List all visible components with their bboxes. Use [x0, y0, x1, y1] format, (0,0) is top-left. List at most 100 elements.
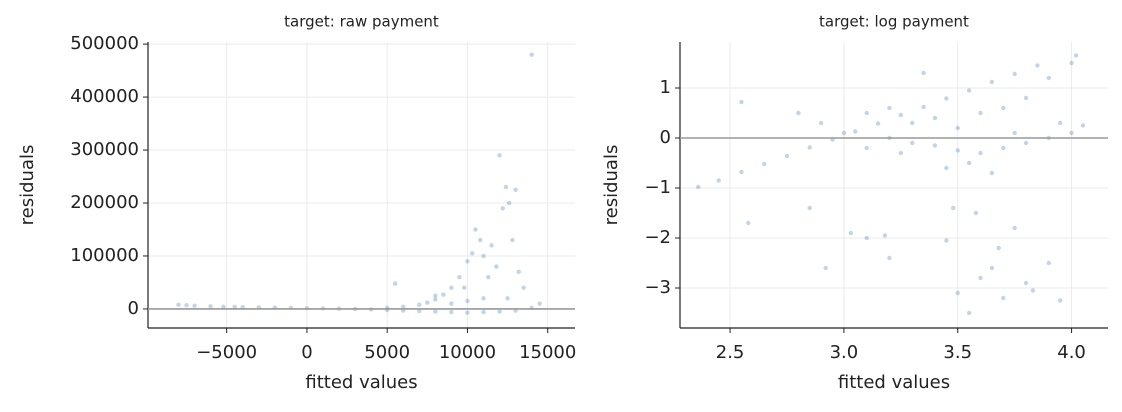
scatter-point	[497, 309, 502, 314]
scatter-point	[989, 170, 995, 176]
scatter-point	[417, 302, 422, 307]
scatter-point	[864, 145, 869, 151]
scatter-point	[955, 125, 960, 131]
scatter-point	[457, 274, 462, 280]
scatter-point	[537, 301, 542, 306]
scatter-point	[784, 153, 790, 159]
y-tick-label: −3	[644, 277, 671, 298]
scatter-point	[966, 310, 972, 316]
scatter-point	[465, 259, 470, 264]
scatter-point	[921, 70, 926, 76]
scatter-point	[433, 309, 438, 314]
x-axis-label: fitted values	[838, 372, 950, 393]
scatter-point	[1057, 120, 1063, 126]
scatter-point	[1046, 260, 1052, 266]
scatter-point	[449, 285, 454, 290]
y-axis-label: residuals	[17, 145, 38, 226]
scatter-point	[506, 200, 512, 206]
scatter-point	[1069, 60, 1074, 66]
scatter-point	[818, 120, 824, 126]
scatter-point	[996, 245, 1001, 251]
scatter-point	[944, 96, 949, 101]
y-tick-label: 400000	[70, 86, 139, 107]
scatter-point	[510, 237, 515, 243]
scatter-point	[696, 184, 701, 190]
x-tick-label: 4.0	[1057, 342, 1086, 363]
scatter-point	[823, 265, 828, 271]
scatter-point	[1073, 53, 1079, 58]
scatter-point	[989, 265, 995, 271]
scatter-point	[470, 251, 475, 256]
scatter-point	[898, 150, 904, 156]
scatter-point	[1012, 71, 1017, 77]
scatter-point	[462, 285, 467, 290]
scatter-point	[1080, 123, 1086, 128]
scatter-point	[521, 285, 526, 290]
scatter-point	[1023, 280, 1029, 286]
scatter-point	[848, 230, 853, 236]
scatter-point	[864, 235, 869, 241]
scatter-point	[887, 255, 892, 261]
x-tick-label: 15000	[519, 342, 576, 363]
scatter-point	[932, 115, 938, 121]
scatter-point	[1012, 130, 1017, 136]
y-tick-label: −2	[644, 227, 671, 248]
scatter-point	[401, 304, 406, 310]
y-tick-label: 1	[660, 77, 671, 98]
scatter-point	[910, 140, 915, 146]
y-tick-label: 300000	[70, 139, 139, 160]
x-tick-label: −5000	[196, 342, 257, 363]
scatter-point	[989, 79, 995, 85]
y-tick-label: 500000	[70, 33, 139, 54]
scatter-point	[944, 165, 949, 171]
scatter-point	[481, 296, 486, 301]
scatter-point	[192, 303, 197, 308]
scatter-point	[932, 143, 938, 148]
scatter-point	[449, 301, 454, 306]
scatter-point	[746, 220, 751, 226]
y-tick-label: 0	[128, 298, 139, 319]
chart-title: target: raw payment	[284, 13, 439, 31]
x-tick-label: 0	[301, 342, 312, 363]
scatter-point	[887, 105, 892, 111]
scatter-point	[796, 110, 801, 116]
scatter-point	[1030, 288, 1036, 293]
x-axis-label: fitted values	[305, 372, 417, 393]
scatter-point	[864, 110, 869, 116]
scatter-point	[481, 309, 486, 315]
scatter-point	[1012, 225, 1017, 231]
x-tick-label: 3.0	[830, 342, 859, 363]
scatter-point	[966, 160, 972, 166]
scatter-point	[882, 233, 888, 238]
y-axis-label: residuals	[601, 145, 622, 226]
scatter-point	[739, 169, 744, 175]
scatter-point	[478, 237, 483, 243]
scatter-point	[449, 309, 454, 315]
scatter-point	[739, 99, 744, 105]
scatter-point	[500, 206, 505, 211]
scatter-point	[1069, 130, 1074, 136]
scatter-point	[489, 243, 494, 248]
x-tick-label: 10000	[439, 342, 496, 363]
scatter-point	[973, 210, 979, 216]
scatter-point	[944, 238, 949, 243]
scatter-point	[425, 300, 430, 305]
scatter-point	[503, 184, 509, 190]
scatter-point	[1023, 95, 1029, 101]
scatter-point	[898, 112, 904, 118]
scatter-point	[465, 310, 470, 315]
scatter-point	[473, 227, 478, 232]
scatter-point	[1001, 295, 1006, 301]
scatter-point	[516, 269, 522, 275]
scatter-point	[232, 304, 237, 310]
scatter-point	[1057, 298, 1063, 303]
scatter-point	[529, 52, 534, 57]
scatter-point	[807, 145, 812, 150]
scatter-point	[1001, 145, 1006, 151]
scatter-point	[184, 303, 189, 308]
y-tick-label: 200000	[70, 192, 139, 213]
scatter-point	[481, 253, 486, 259]
scatter-point	[176, 302, 181, 307]
scatter-point	[393, 281, 398, 286]
